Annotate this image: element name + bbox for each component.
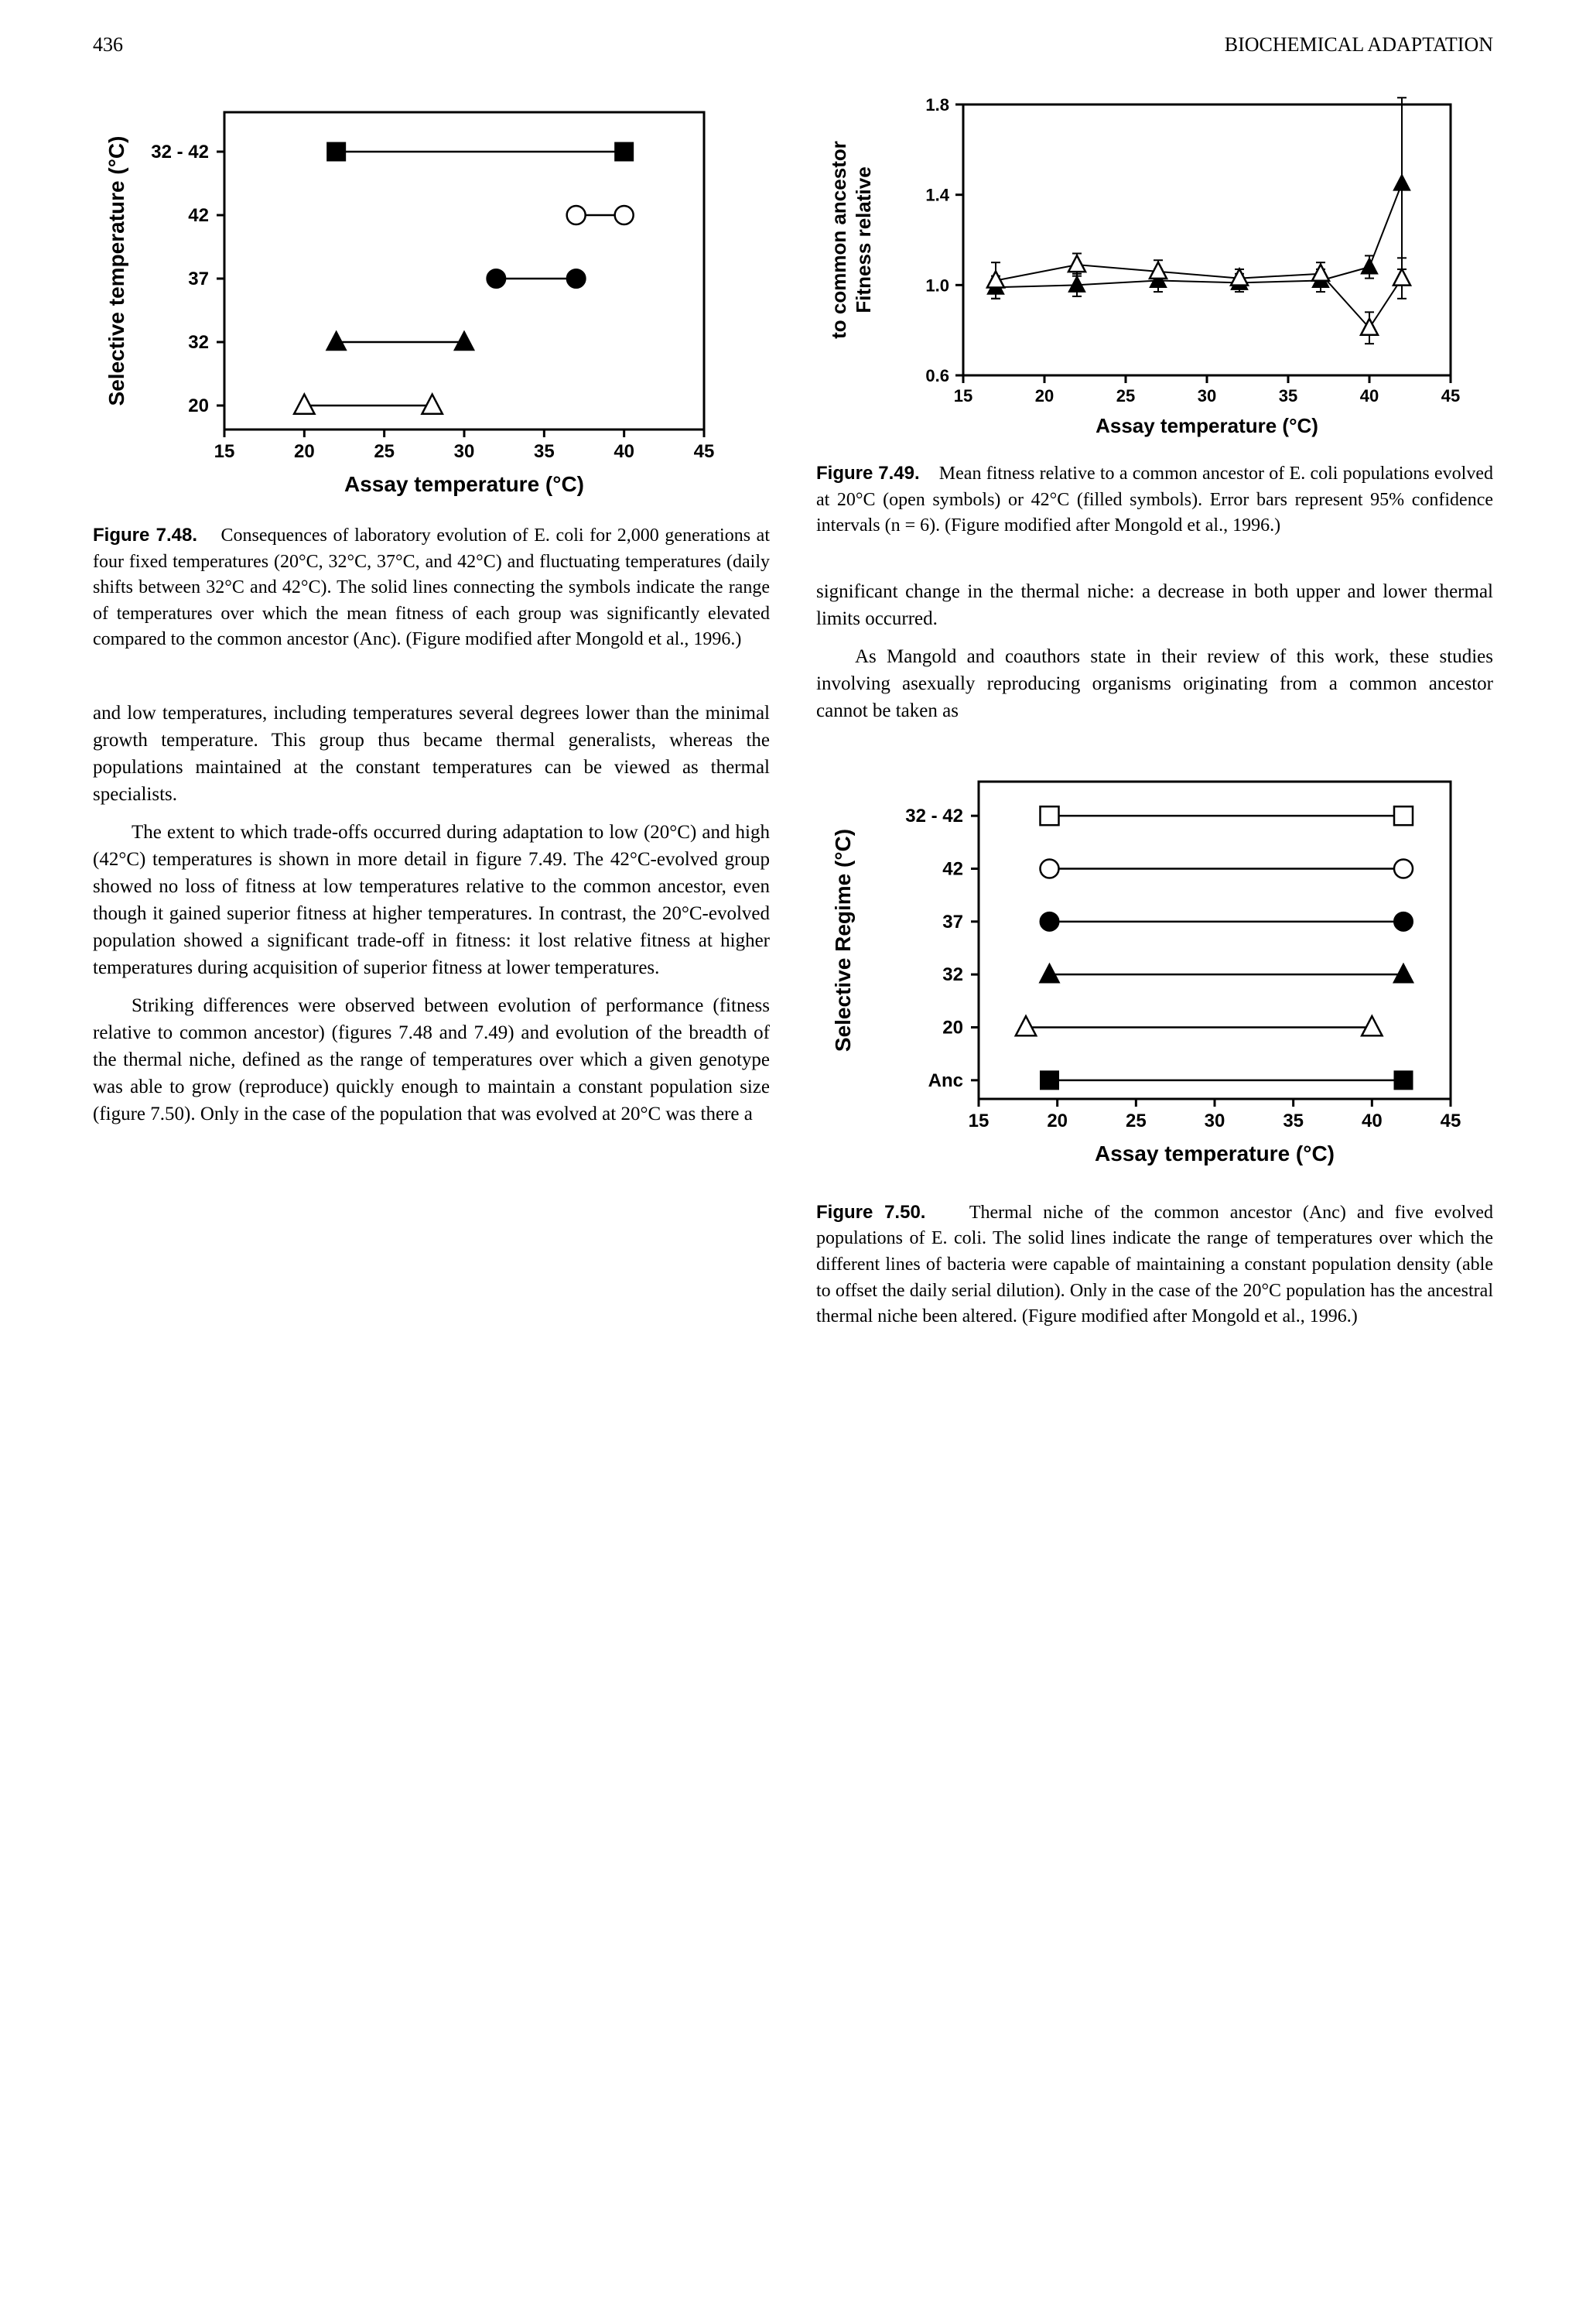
svg-text:32: 32 xyxy=(188,332,209,353)
running-head: BIOCHEMICAL ADAPTATION xyxy=(1225,31,1493,58)
svg-text:25: 25 xyxy=(1126,1111,1147,1131)
paragraph-4: significant change in the thermal niche:… xyxy=(816,578,1493,632)
svg-text:40: 40 xyxy=(1360,386,1379,406)
svg-text:35: 35 xyxy=(534,441,555,462)
svg-text:20: 20 xyxy=(1035,386,1054,406)
paragraph-3: Striking differences were observed betwe… xyxy=(93,992,770,1128)
svg-text:1.0: 1.0 xyxy=(925,276,949,295)
svg-text:42: 42 xyxy=(942,858,963,879)
page-header: 436 BIOCHEMICAL ADAPTATION xyxy=(93,31,1493,58)
svg-text:40: 40 xyxy=(1362,1111,1383,1131)
left-column: 15 20 25 30 35 40 45 Assay temperature (°C) 20 32… xyxy=(93,89,770,1354)
svg-text:45: 45 xyxy=(1441,1111,1461,1131)
svg-text:20: 20 xyxy=(294,441,315,462)
figure-750-chart: 15 20 25 30 35 40 45 Assay temperature (°C) Anc 2… xyxy=(816,766,1493,1184)
svg-text:32: 32 xyxy=(942,964,963,985)
svg-text:Anc: Anc xyxy=(928,1070,963,1091)
svg-text:32 - 42: 32 - 42 xyxy=(151,142,209,163)
svg-text:Assay temperature (°C): Assay temperature (°C) xyxy=(1096,414,1318,437)
figure-749-chart: 15 20 25 30 35 40 45 Assay temperature (°C) 0.6 1… xyxy=(816,89,1493,445)
svg-text:1.8: 1.8 xyxy=(925,95,949,115)
figure-750-caption: Figure 7.50. Thermal niche of the common… xyxy=(816,1200,1493,1330)
svg-text:Fitness relative: Fitness relative xyxy=(852,166,875,313)
svg-text:37: 37 xyxy=(942,912,963,933)
svg-text:45: 45 xyxy=(1441,386,1460,406)
svg-text:Assay temperature (°C): Assay temperature (°C) xyxy=(1095,1141,1335,1165)
svg-text:37: 37 xyxy=(188,269,209,289)
svg-text:42: 42 xyxy=(188,205,209,226)
svg-text:35: 35 xyxy=(1279,386,1297,406)
svg-text:30: 30 xyxy=(1198,386,1216,406)
paragraph-2: The extent to which trade-offs occurred … xyxy=(93,819,770,981)
svg-text:32 - 42: 32 - 42 xyxy=(905,806,963,827)
svg-text:Selective Regime (°C): Selective Regime (°C) xyxy=(831,829,855,1052)
figure-750-number: Figure 7.50. xyxy=(816,1202,925,1223)
svg-text:20: 20 xyxy=(1047,1111,1068,1131)
svg-text:45: 45 xyxy=(694,441,715,462)
main-content: 15 20 25 30 35 40 45 Assay temperature (°C) 20 32… xyxy=(93,89,1493,1354)
svg-text:25: 25 xyxy=(1116,386,1135,406)
right-column: 15 20 25 30 35 40 45 Assay temperature (°C) 0.6 1… xyxy=(816,89,1493,1354)
svg-text:15: 15 xyxy=(214,441,235,462)
svg-text:25: 25 xyxy=(374,441,395,462)
svg-text:40: 40 xyxy=(614,441,634,462)
svg-text:to common ancestor: to common ancestor xyxy=(827,141,850,339)
svg-text:15: 15 xyxy=(954,386,972,406)
page-number: 436 xyxy=(93,31,123,58)
figure-748-chart: 15 20 25 30 35 40 45 Assay temperature (°C) 20 32… xyxy=(93,89,770,507)
svg-text:20: 20 xyxy=(188,395,209,416)
svg-text:30: 30 xyxy=(1205,1111,1225,1131)
svg-text:15: 15 xyxy=(969,1111,990,1131)
figure-749-caption: Figure 7.49. Mean fitness relative to a … xyxy=(816,460,1493,539)
figure-748-number: Figure 7.48. xyxy=(93,525,197,546)
svg-text:35: 35 xyxy=(1283,1111,1304,1131)
svg-text:20: 20 xyxy=(942,1017,963,1038)
paragraph-5: As Mangold and coauthors state in their … xyxy=(816,643,1493,724)
figure-748-caption: Figure 7.48. Consequences of laboratory … xyxy=(93,522,770,653)
paragraph-1: and low temperatures, including temperat… xyxy=(93,700,770,808)
svg-text:1.4: 1.4 xyxy=(925,186,949,205)
svg-text:30: 30 xyxy=(454,441,475,462)
svg-text:Assay temperature (°C): Assay temperature (°C) xyxy=(344,472,584,496)
svg-text:Selective temperature (°C): Selective temperature (°C) xyxy=(104,136,128,406)
figure-749-number: Figure 7.49. xyxy=(816,463,920,484)
svg-text:0.6: 0.6 xyxy=(925,366,949,385)
